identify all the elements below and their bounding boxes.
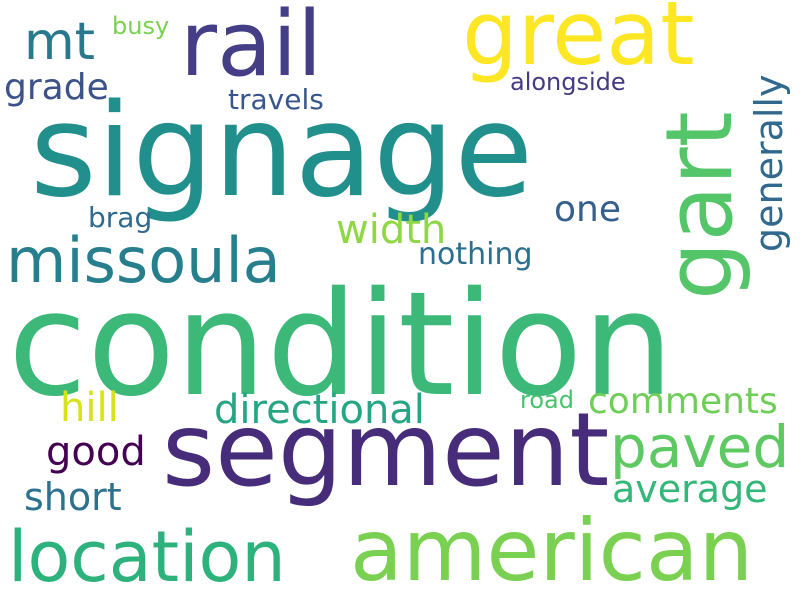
word-brag: brag	[88, 201, 153, 234]
word-segment: segment	[162, 391, 610, 510]
word-width: width	[336, 207, 447, 253]
word-mt: mt	[24, 12, 96, 72]
word-rail: rail	[180, 0, 323, 97]
word-hill: hill	[60, 385, 119, 431]
word-signage: signage	[30, 77, 534, 226]
word-grade: grade	[4, 67, 109, 108]
word-american: american	[350, 501, 754, 600]
word-comments: comments	[588, 381, 778, 422]
word-average: average	[612, 467, 768, 511]
word-nothing: nothing	[418, 237, 533, 272]
word-missoula: missoula	[6, 224, 281, 297]
word-busy: busy	[112, 12, 170, 40]
word-great: great	[462, 0, 695, 85]
word-paved: paved	[610, 413, 790, 481]
word-short: short	[24, 475, 122, 519]
word-alongside: alongside	[510, 68, 626, 96]
word-one: one	[554, 189, 621, 230]
word-location: location	[8, 516, 286, 598]
word-gart: gart	[646, 111, 753, 300]
word-travels: travels	[228, 83, 324, 116]
word-good: good	[46, 429, 146, 475]
word-directional: directional	[214, 387, 425, 433]
word-generally: generally	[747, 74, 791, 252]
word-road: road	[520, 386, 574, 414]
word-condition: condition	[8, 260, 674, 428]
